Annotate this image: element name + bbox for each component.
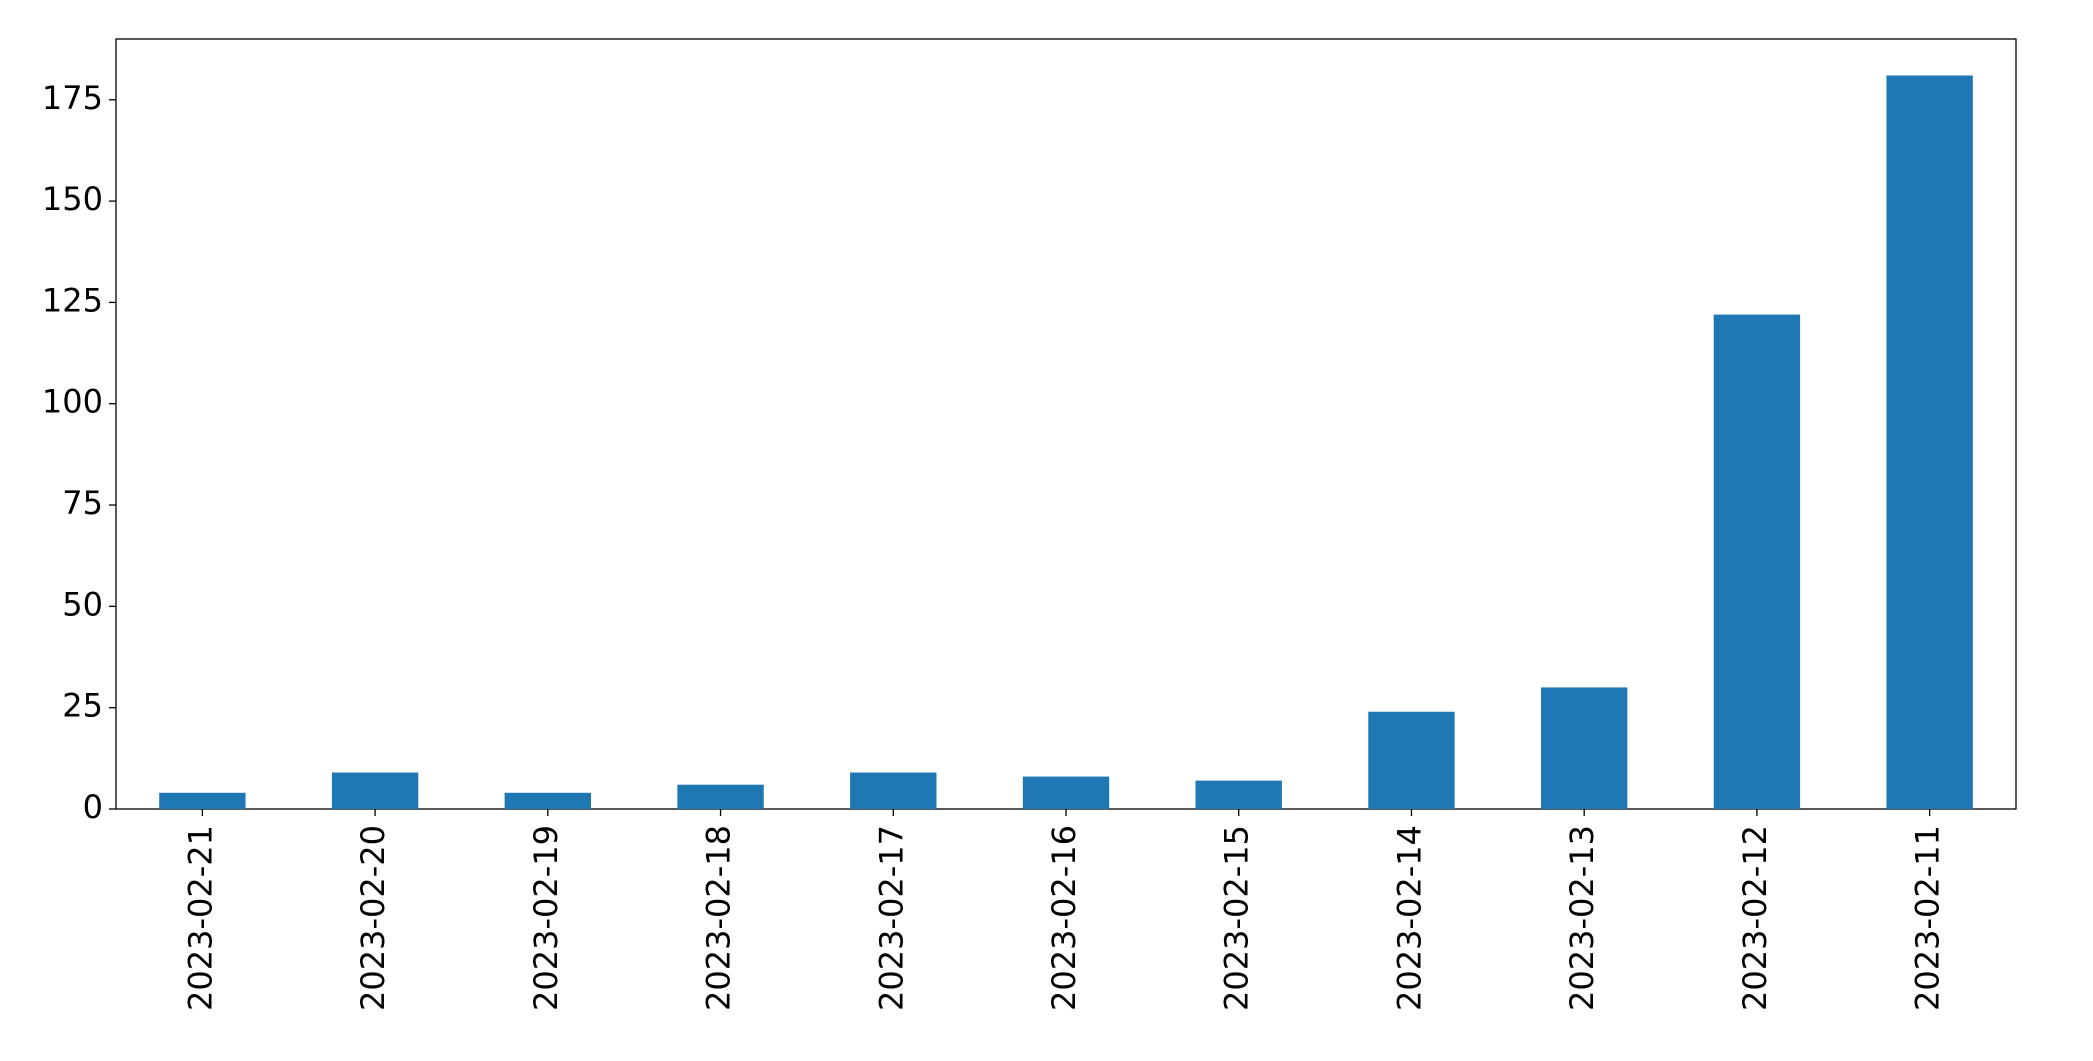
x-tick-label: 2023-02-19 <box>527 825 565 1011</box>
x-tick-label: 2023-02-18 <box>700 825 738 1011</box>
bar <box>1713 314 1801 809</box>
x-tick-label: 2023-02-15 <box>1218 825 1256 1011</box>
bar <box>1541 687 1628 809</box>
bar <box>850 772 937 809</box>
x-tick-label: 2023-02-17 <box>872 825 910 1011</box>
bar <box>1195 780 1282 809</box>
bar <box>1368 711 1455 809</box>
bar <box>331 772 419 809</box>
bar <box>159 792 246 809</box>
y-tick-label: 25 <box>62 687 103 725</box>
y-tick-label: 175 <box>42 79 103 117</box>
y-tick-label: 150 <box>42 180 103 218</box>
x-tick-label: 2023-02-12 <box>1736 825 1774 1011</box>
bar <box>504 792 591 809</box>
y-tick-label: 125 <box>42 281 103 319</box>
x-tick-label: 2023-02-11 <box>1909 825 1947 1011</box>
y-tick-label: 50 <box>62 585 103 623</box>
x-tick-label: 2023-02-16 <box>1045 825 1083 1011</box>
x-tick-label: 2023-02-14 <box>1390 825 1428 1011</box>
y-tick-label: 0 <box>83 788 103 826</box>
y-tick-label: 100 <box>42 383 103 421</box>
y-tick-label: 75 <box>62 484 103 522</box>
x-tick-label: 2023-02-20 <box>354 825 392 1011</box>
bar <box>1022 776 1110 809</box>
x-tick-label: 2023-02-21 <box>181 825 219 1011</box>
x-tick-label: 2023-02-13 <box>1563 825 1601 1011</box>
bar <box>677 784 764 809</box>
bar <box>1886 75 1973 809</box>
